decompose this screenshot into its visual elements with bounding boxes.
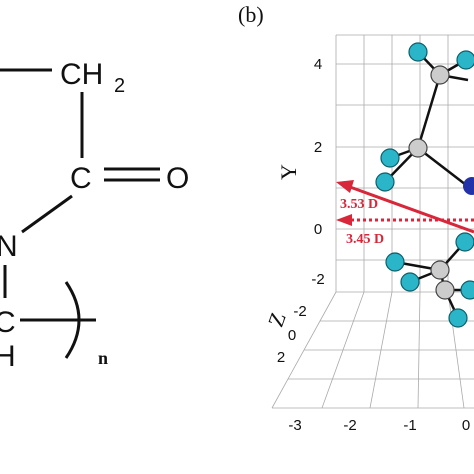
tick-label: 2: [277, 349, 285, 366]
tick-label: -2: [293, 303, 306, 320]
panel-label: (b): [238, 2, 264, 27]
tick-label: -3: [288, 417, 301, 434]
atom-label: O: [166, 162, 189, 195]
atom-label: H: [0, 340, 16, 373]
atom-label: C: [0, 306, 16, 339]
arrowhead: [336, 180, 354, 193]
tick-label: 0: [314, 221, 322, 238]
axis-label: Z: [263, 309, 291, 330]
tick-label: 0: [288, 327, 296, 344]
atom-label: C: [70, 162, 92, 195]
dipole-label: 3.53 D: [340, 197, 378, 212]
dipole-label: 3.45 D: [346, 232, 384, 247]
subscript: 2: [114, 75, 125, 97]
molecule: [375, 42, 474, 328]
tick-label: 0: [462, 417, 470, 434]
tick-label: -1: [403, 417, 416, 434]
tick-label: 2: [314, 139, 322, 156]
axis-label: Y: [276, 164, 301, 180]
parenthesis: [64, 281, 81, 359]
tick-label: -2: [311, 271, 324, 288]
tick-label: -2: [343, 417, 356, 434]
atom-label: CH: [60, 58, 103, 91]
arrowhead: [336, 214, 352, 226]
atom-label: N: [0, 230, 18, 263]
structure: CH 2 C O N C H n: [0, 58, 189, 373]
bond: [21, 194, 73, 234]
repeat-n: n: [98, 348, 108, 368]
dipole-arrow: [349, 185, 474, 234]
tick-label: 4: [314, 56, 322, 73]
